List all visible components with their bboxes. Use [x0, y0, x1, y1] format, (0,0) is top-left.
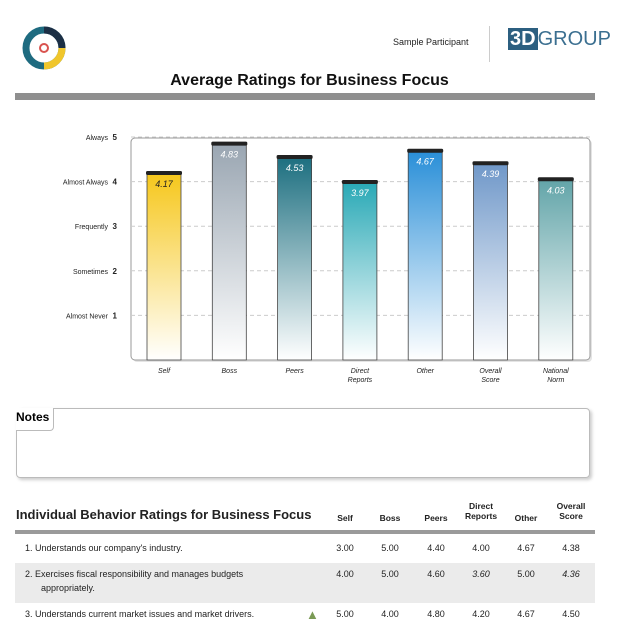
brand-3d: 3D: [508, 28, 538, 50]
data-label: 4.17: [155, 179, 174, 189]
y-tick-label: Almost Never: [66, 313, 109, 320]
notes-tab: [16, 408, 54, 431]
bar-other: [407, 151, 443, 361]
x-tick-label: Other: [416, 368, 434, 375]
x-tick-label: Score: [481, 377, 499, 384]
up-arrow-icon: ▲: [306, 607, 319, 622]
column-header: Self: [337, 513, 353, 523]
notes-box[interactable]: [16, 408, 590, 478]
x-tick-label: Reports: [348, 377, 373, 384]
x-tick-label: Norm: [547, 377, 564, 384]
bar-cap: [146, 171, 182, 176]
x-tick-label: Direct: [351, 368, 370, 375]
row-value: 4.67: [517, 543, 535, 553]
table-row: 2. Exercises fiscal responsibility and m…: [15, 563, 595, 603]
x-tick-label: Overall: [479, 368, 502, 375]
row-value: 4.20: [472, 609, 490, 619]
y-tick-label: Sometimes: [73, 269, 109, 276]
bar-boss: [211, 144, 247, 361]
row-value: 5.00: [381, 543, 399, 553]
y-tick-number: 5: [113, 133, 118, 142]
table-row: 3. Understands current market issues and…: [15, 603, 595, 629]
3d-group-logo: 3D GROUP: [508, 28, 611, 51]
row-value: 4.60: [427, 569, 445, 579]
data-label: 4.03: [547, 185, 565, 195]
row-label: 1. Understands our company's industry.: [25, 543, 183, 553]
y-tick-number: 2: [113, 267, 118, 276]
y-tick-number: 1: [113, 311, 118, 320]
column-header: Overall Score: [556, 501, 586, 521]
bar-cap: [537, 177, 574, 182]
data-label: 4.39: [482, 169, 500, 179]
bar-cap: [276, 154, 313, 159]
row-value: 4.40: [427, 543, 445, 553]
row-value: 4.00: [472, 543, 490, 553]
x-tick-label: Boss: [222, 368, 238, 375]
y-tick-label: Almost Always: [63, 180, 109, 187]
y-tick-number: 3: [113, 222, 118, 231]
y-tick-label: Always: [86, 135, 109, 142]
row-value: 5.00: [517, 569, 535, 579]
x-tick-label: Self: [158, 368, 171, 375]
header-divider: [489, 26, 490, 62]
leadership-navigator-logo: [22, 26, 66, 70]
bar-cap: [407, 148, 444, 153]
data-label: 4.53: [286, 163, 304, 173]
bar-peers: [277, 157, 313, 361]
row-value: 5.00: [336, 609, 354, 619]
page-title: Average Ratings for Business Focus: [170, 72, 449, 89]
bar-cap: [211, 141, 248, 146]
row-value: 4.00: [336, 569, 354, 579]
row-value: 4.36: [562, 569, 580, 579]
bar-overall-score: [473, 163, 508, 361]
data-label: 3.97: [351, 188, 370, 198]
column-header: Other: [514, 513, 538, 523]
row-value: 4.50: [562, 609, 580, 619]
column-header: Peers: [424, 513, 448, 523]
row-value: 4.80: [427, 609, 445, 619]
row-value: 5.00: [381, 569, 399, 579]
average-ratings-chart: Always 5 Almost Always 4 Frequently 3 Sometime…: [63, 133, 592, 384]
bar-direct-reports: [342, 182, 378, 361]
table-title: Individual Behavior Ratings for Business…: [16, 507, 312, 522]
participant-name: Sample Participant: [393, 37, 469, 47]
row-label: 3. Understands current market issues and…: [25, 609, 255, 619]
column-header: Direct Reports: [464, 501, 498, 521]
data-label: 4.67: [416, 157, 435, 167]
x-tick-label: Peers: [285, 368, 304, 375]
row-label-cont: appropriately.: [41, 583, 95, 593]
brand-group: GROUP: [537, 28, 611, 50]
row-label: 2. Exercises fiscal responsibility and m…: [25, 569, 244, 579]
table-rule: [15, 530, 595, 534]
table-row: 1. Understands our company's industry. 3.…: [15, 537, 595, 561]
row-value: 4.67: [517, 609, 535, 619]
row-value: 4.00: [381, 609, 399, 619]
data-label: 4.83: [221, 150, 239, 160]
x-tick-label: National: [543, 368, 569, 375]
column-header: Boss: [379, 513, 401, 523]
bar-cap: [341, 179, 378, 184]
bar-cap: [472, 161, 509, 166]
bar-self: [146, 173, 182, 361]
notes-label: Notes: [16, 410, 50, 424]
row-value: 4.38: [562, 543, 580, 553]
bar-national-norm: [538, 179, 574, 361]
title-rule: [15, 93, 595, 100]
row-value: 3.00: [336, 543, 354, 553]
y-tick-label: Frequently: [75, 224, 109, 231]
row-value: 3.60: [472, 569, 490, 579]
y-tick-number: 4: [113, 178, 118, 187]
